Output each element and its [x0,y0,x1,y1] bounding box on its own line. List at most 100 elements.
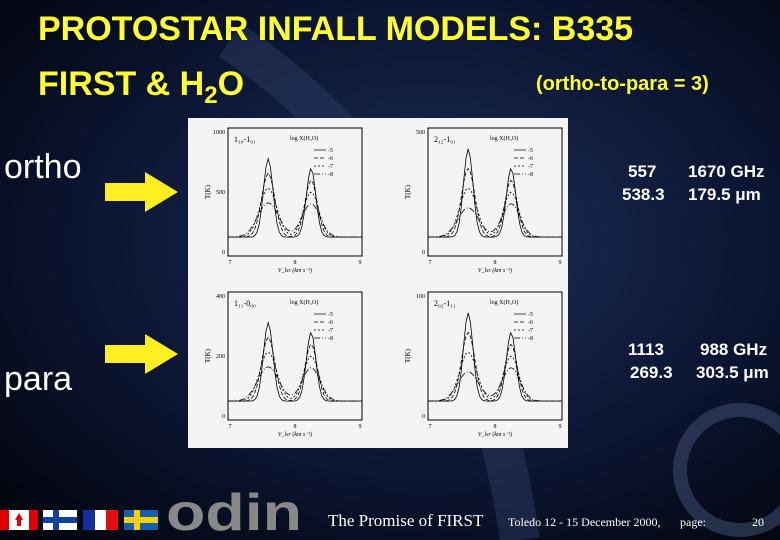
plot-curve [428,203,562,238]
plot-y-tick: 400 [216,294,225,300]
plot-x-tick: 7 [229,424,232,430]
flag-part [124,517,158,523]
flag-part [0,510,9,530]
plot-curve [428,367,562,402]
wavelength: 179.5 μm [688,185,761,204]
flag-part [134,510,140,530]
plot-legend-label: -5 [328,148,333,154]
plot-y-tick: 0 [222,414,225,420]
plot-legend-label: -5 [328,312,333,318]
arrow [105,334,178,374]
page-label: page: [680,515,706,529]
plot-x-tick: 7 [429,260,432,266]
plot-y-tick: 1000 [213,130,225,136]
flags [0,510,158,530]
plot-y-tick: 200 [216,354,225,360]
plot-x-tick: 7 [429,424,432,430]
title: PROTOSTAR INFALL MODELS: B335 [38,10,633,48]
flag-part [95,510,106,530]
plot-legend-label: -5 [528,148,533,154]
plot-y-tick: 0 [222,250,225,256]
plot-legend-title: log X(H₂O) [490,299,518,306]
plot-transition: 2₀₂-1₁₁ [434,299,456,308]
plot-curve [228,351,362,402]
plot-x-label: V_lsr (km s⁻¹) [478,431,512,438]
plot-legend-label: -8 [528,172,533,178]
plot-legend-label: -6 [328,156,333,162]
plot-x-tick: 9 [559,424,562,430]
plot-curve [228,202,362,238]
plot-frame [227,127,363,257]
plot-y-tick: 0 [422,250,425,256]
ratio: (ortho-to-para = 3) [536,73,709,95]
row-label: ortho [4,148,82,186]
plot-curve [428,187,562,238]
plot-transition: 1₁₀-1₀₁ [234,135,256,144]
page-number: 20 [752,515,764,529]
plot-y-label: T(K) [404,184,412,199]
title: FIRST & H2O [38,65,244,109]
flag-part [29,510,38,530]
plot-y-label: T(K) [204,184,212,199]
plot-legend-label: -6 [528,156,533,162]
plot-legend-label: -8 [328,336,333,342]
plot-legend-title: log X(H₂O) [290,135,318,142]
flag [83,510,95,530]
place: Toledo 12 - 15 December 2000, [508,515,660,529]
flag-part [15,513,23,526]
title-part: O [218,65,244,103]
plot-y-tick: 500 [416,130,425,136]
plot-frame [227,291,363,421]
plot-y-label: T(K) [204,348,212,363]
plot-curve [228,187,362,238]
frequency: 1670 GHz [688,162,765,181]
plot-legend-label: -7 [528,164,533,170]
plot-legend-label: -7 [328,328,333,334]
plot-x-tick: 7 [229,260,232,266]
plot-y-tick: 0 [422,414,425,420]
plot-x-label: V_lsr (km s⁻¹) [478,267,512,274]
plot-x-tick: 9 [359,424,362,430]
plot-legend-label: -6 [328,320,333,326]
plot-curve [228,366,362,402]
plot-x-tick: 8 [494,424,497,430]
plot-legend-label: -8 [328,172,333,178]
wavelength: 538.3 [622,185,665,204]
arrow [105,172,178,212]
plot-legend-title: log X(H₂O) [290,299,318,306]
plot-legend-title: log X(H₂O) [490,135,518,142]
plot-legend-label: -7 [328,164,333,170]
plot-y-tick: 100 [416,294,425,300]
plot-legend-label: -5 [528,312,533,318]
flag-part [106,510,118,530]
row-label: para [4,360,72,398]
frequency: 557 [628,162,656,181]
plot-legend-label: -8 [528,336,533,342]
plot-x-tick: 8 [494,260,497,266]
figure [188,118,568,448]
plot-legend-label: -6 [528,320,533,326]
plot-frame [427,291,563,421]
plot-y-label: T(K) [404,348,412,363]
title-subscript: 2 [204,82,217,109]
plot-x-label: V_lsr (km s⁻¹) [278,431,312,438]
frequency: 1113 [628,340,664,359]
logo: odin [166,484,302,540]
plot-x-label: V_lsr (km s⁻¹) [278,267,312,274]
plot-transition: 1₁₁-0₀₀ [234,299,256,308]
plot-x-tick: 9 [559,260,562,266]
frequency: 988 GHz [700,340,767,359]
conference: The Promise of FIRST [328,511,484,530]
plot-legend-label: -7 [528,328,533,334]
plot-frame [427,127,563,257]
plot-x-tick: 8 [294,424,297,430]
plot-x-tick: 9 [359,260,362,266]
plot-x-tick: 8 [294,260,297,266]
flag-part [43,517,77,523]
plot-transition: 2₁₂-1₀₁ [434,135,456,144]
plot-curve [428,351,562,402]
title-part: FIRST & H [38,65,204,103]
wavelength: 269.3 [630,363,673,382]
